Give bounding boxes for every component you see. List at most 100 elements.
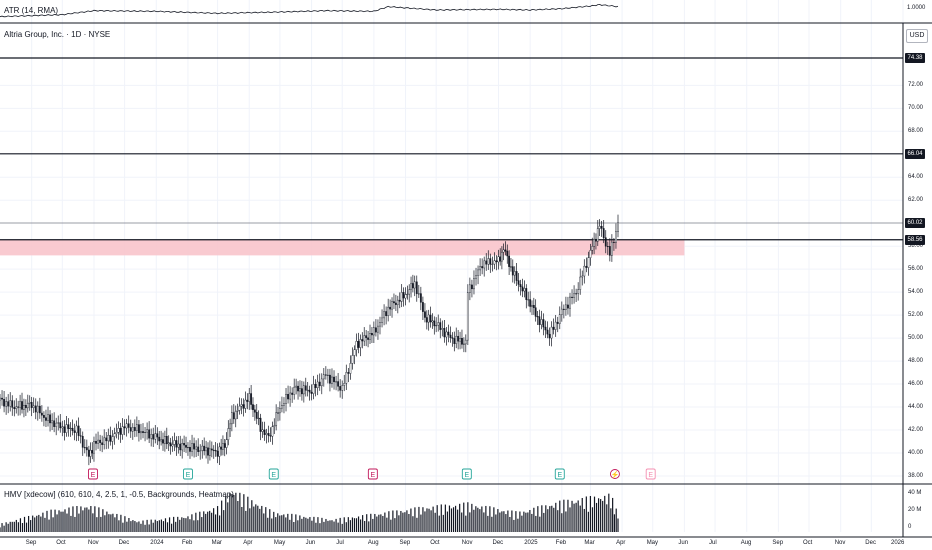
price-bar-body (45, 417, 47, 421)
price-bar-body (457, 335, 460, 342)
volume-bar (54, 509, 56, 532)
price-bar-body (419, 293, 422, 303)
price-bar-body (197, 446, 200, 452)
volume-bar (422, 507, 424, 532)
volume-bar (424, 511, 426, 532)
volume-bar (509, 516, 511, 532)
volume-bar (527, 512, 529, 532)
volume-bar (448, 505, 451, 532)
price-bar-body (181, 443, 184, 451)
volume-bar (21, 523, 24, 532)
volume-bar (612, 497, 614, 532)
volume-bar (378, 514, 380, 532)
price-bar-body (47, 414, 49, 421)
price-bar-body (387, 306, 390, 317)
price-bar-body (203, 445, 206, 452)
volume-bar (235, 492, 237, 532)
volume-bar (579, 505, 581, 532)
atr-line (0, 3, 619, 18)
time-axis-label: Nov (88, 540, 99, 546)
price-bar-body (483, 260, 486, 269)
volume-bar (463, 502, 465, 532)
volume-bar (438, 515, 440, 532)
price-bar-body (252, 404, 254, 410)
volume-bar (154, 519, 156, 532)
time-axis-label: Aug (740, 540, 752, 546)
price-bar-body (15, 406, 18, 410)
volume-bar (211, 512, 213, 532)
price-bar-body (105, 437, 108, 442)
volume-bar (521, 515, 523, 532)
price-bar-body (475, 275, 477, 279)
volume-bar (301, 518, 303, 532)
volume-bar (46, 510, 48, 532)
time-axis-label: Apr (616, 540, 626, 546)
price-bar-body (185, 444, 187, 448)
price-bar-body (357, 341, 360, 348)
volume-bar (42, 512, 44, 532)
volume-bar (313, 516, 315, 532)
price-bar-body (479, 266, 482, 271)
volume-bar (610, 508, 612, 532)
volume-bar (128, 517, 130, 532)
currency-button[interactable]: USD (906, 29, 928, 43)
price-bar-body (577, 289, 580, 294)
volume-bar (440, 504, 442, 532)
volume-bar (216, 506, 219, 532)
volume-bar (587, 511, 589, 532)
price-bar-body (248, 393, 251, 402)
volume-bar (613, 514, 616, 532)
price-bar-body (377, 325, 379, 333)
volume-bar (168, 517, 171, 532)
price-bar-body (548, 333, 551, 339)
volume-bar (132, 520, 134, 532)
volume-bar (295, 514, 297, 532)
volume-bar (386, 517, 388, 532)
price-bar-body (135, 424, 138, 431)
price-bar-body (51, 420, 53, 424)
volume-bar (339, 517, 341, 532)
volume-bar (299, 515, 301, 532)
volume-bar (104, 515, 106, 532)
price-bar-body (210, 448, 213, 451)
price-axis-label: 56.00 (908, 265, 924, 272)
price-bar-body (246, 399, 249, 402)
volume-bar (13, 521, 15, 532)
volume-bar (333, 521, 335, 532)
volume-bar (156, 521, 158, 532)
price-bar-body (17, 406, 20, 408)
dividend-marker (609, 469, 620, 479)
price-axis-label: 48.00 (908, 357, 924, 364)
volume-bar (473, 509, 475, 532)
price-bar-body (111, 436, 114, 442)
price-bar-body (183, 443, 185, 446)
volume-bar (420, 514, 422, 532)
price-bar-body (565, 304, 567, 310)
volume-axis-label: 0 (908, 524, 912, 530)
volume-bar (563, 499, 565, 532)
price-bar-body (259, 417, 262, 432)
price-bar-body (464, 339, 467, 345)
volume-bar (390, 519, 392, 532)
price-bar-body (308, 389, 311, 393)
price-bar-body (320, 378, 323, 387)
volume-bar (251, 500, 253, 532)
price-tag: 74.38 (905, 53, 925, 63)
volume-bar (499, 512, 501, 532)
price-bar-body (150, 434, 153, 439)
volume-bar (173, 516, 175, 532)
price-bar-body (148, 429, 151, 439)
volume-bar (90, 506, 92, 532)
volume-bar (68, 507, 70, 532)
price-bar-body (277, 412, 279, 414)
volume-bar (185, 518, 187, 532)
price-bar-body (71, 427, 74, 431)
volume-bar (120, 514, 122, 532)
volume-bar (30, 520, 32, 532)
volume-bar (19, 518, 22, 532)
price-bar-body (314, 384, 317, 389)
volume-bar (241, 506, 243, 532)
volume-bar (608, 493, 610, 532)
price-axis-label: 64.00 (908, 173, 924, 180)
volume-bar (50, 509, 52, 532)
